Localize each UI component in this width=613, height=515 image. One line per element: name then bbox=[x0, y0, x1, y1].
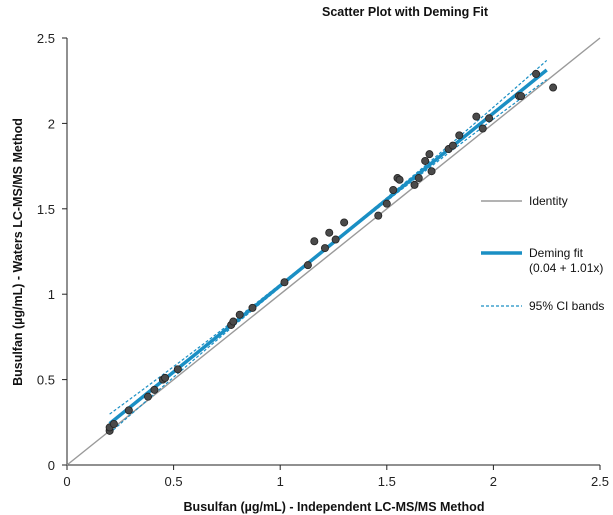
identity-layer bbox=[66, 37, 601, 466]
y-tick-label: 2.5 bbox=[37, 31, 55, 46]
data-point bbox=[421, 156, 430, 165]
data-point bbox=[427, 167, 436, 176]
ci-upper-band bbox=[109, 60, 548, 415]
data-point bbox=[161, 373, 170, 382]
data-point bbox=[331, 235, 340, 244]
data-point bbox=[517, 92, 526, 101]
data-point bbox=[150, 385, 159, 394]
data-point bbox=[410, 180, 419, 189]
plot-area: 0 0.5 1 1.5 2 2.5 0 0.5 1 1.5 2 2.5 bbox=[37, 31, 609, 489]
data-point bbox=[425, 150, 434, 159]
data-point bbox=[549, 83, 558, 92]
x-tick-label: 0 bbox=[63, 474, 70, 489]
y-tick-label: 0 bbox=[48, 458, 55, 473]
y-tick-label: 0.5 bbox=[37, 373, 55, 388]
data-point bbox=[340, 218, 349, 227]
legend-identity-label: Identity bbox=[529, 194, 568, 208]
data-point bbox=[310, 237, 319, 246]
data-point bbox=[303, 261, 312, 270]
data-point bbox=[235, 310, 244, 319]
y-tick-label: 1.5 bbox=[37, 202, 55, 217]
y-axis-label: Busulfan (µg/mL) - Waters LC-MS/MS Metho… bbox=[11, 118, 25, 386]
data-point bbox=[395, 175, 404, 184]
data-point bbox=[382, 199, 391, 208]
data-point bbox=[325, 228, 334, 237]
legend: Identity Deming fit (0.04 + 1.01x) 95% C… bbox=[481, 194, 604, 313]
x-tick-label: 1.5 bbox=[378, 474, 396, 489]
data-point bbox=[414, 174, 423, 183]
data-point bbox=[173, 365, 182, 374]
x-tick-label: 0.5 bbox=[165, 474, 183, 489]
data-point bbox=[374, 211, 383, 220]
x-axis-label: Busulfan (µg/mL) - Independent LC-MS/MS … bbox=[184, 500, 485, 514]
data-point bbox=[448, 141, 457, 150]
y-tick-label: 2 bbox=[48, 116, 55, 131]
x-tick-label: 2 bbox=[490, 474, 497, 489]
data-point bbox=[320, 244, 329, 253]
data-points-layer bbox=[105, 69, 558, 435]
y-tick-label: 1 bbox=[48, 287, 55, 302]
legend-ci-label: 95% CI bands bbox=[529, 299, 604, 313]
data-point bbox=[485, 114, 494, 123]
ticks-layer: 0 0.5 1 1.5 2 2.5 0 0.5 1 1.5 2 2.5 bbox=[37, 31, 609, 489]
data-point bbox=[280, 278, 289, 287]
data-point bbox=[478, 124, 487, 133]
identity-line bbox=[66, 37, 601, 466]
legend-deming-equation: (0.04 + 1.01x) bbox=[529, 261, 603, 275]
data-point bbox=[124, 406, 133, 415]
data-point bbox=[229, 317, 238, 326]
data-point bbox=[144, 392, 153, 401]
data-point bbox=[109, 420, 118, 429]
data-point bbox=[455, 131, 464, 140]
data-point bbox=[248, 303, 257, 312]
x-tick-label: 2.5 bbox=[591, 474, 609, 489]
legend-deming-label: Deming fit bbox=[529, 246, 584, 260]
chart-title: Scatter Plot with Deming Fit bbox=[322, 5, 489, 19]
data-point bbox=[532, 69, 541, 78]
data-point bbox=[472, 112, 481, 121]
x-tick-label: 1 bbox=[277, 474, 284, 489]
data-point bbox=[389, 186, 398, 195]
